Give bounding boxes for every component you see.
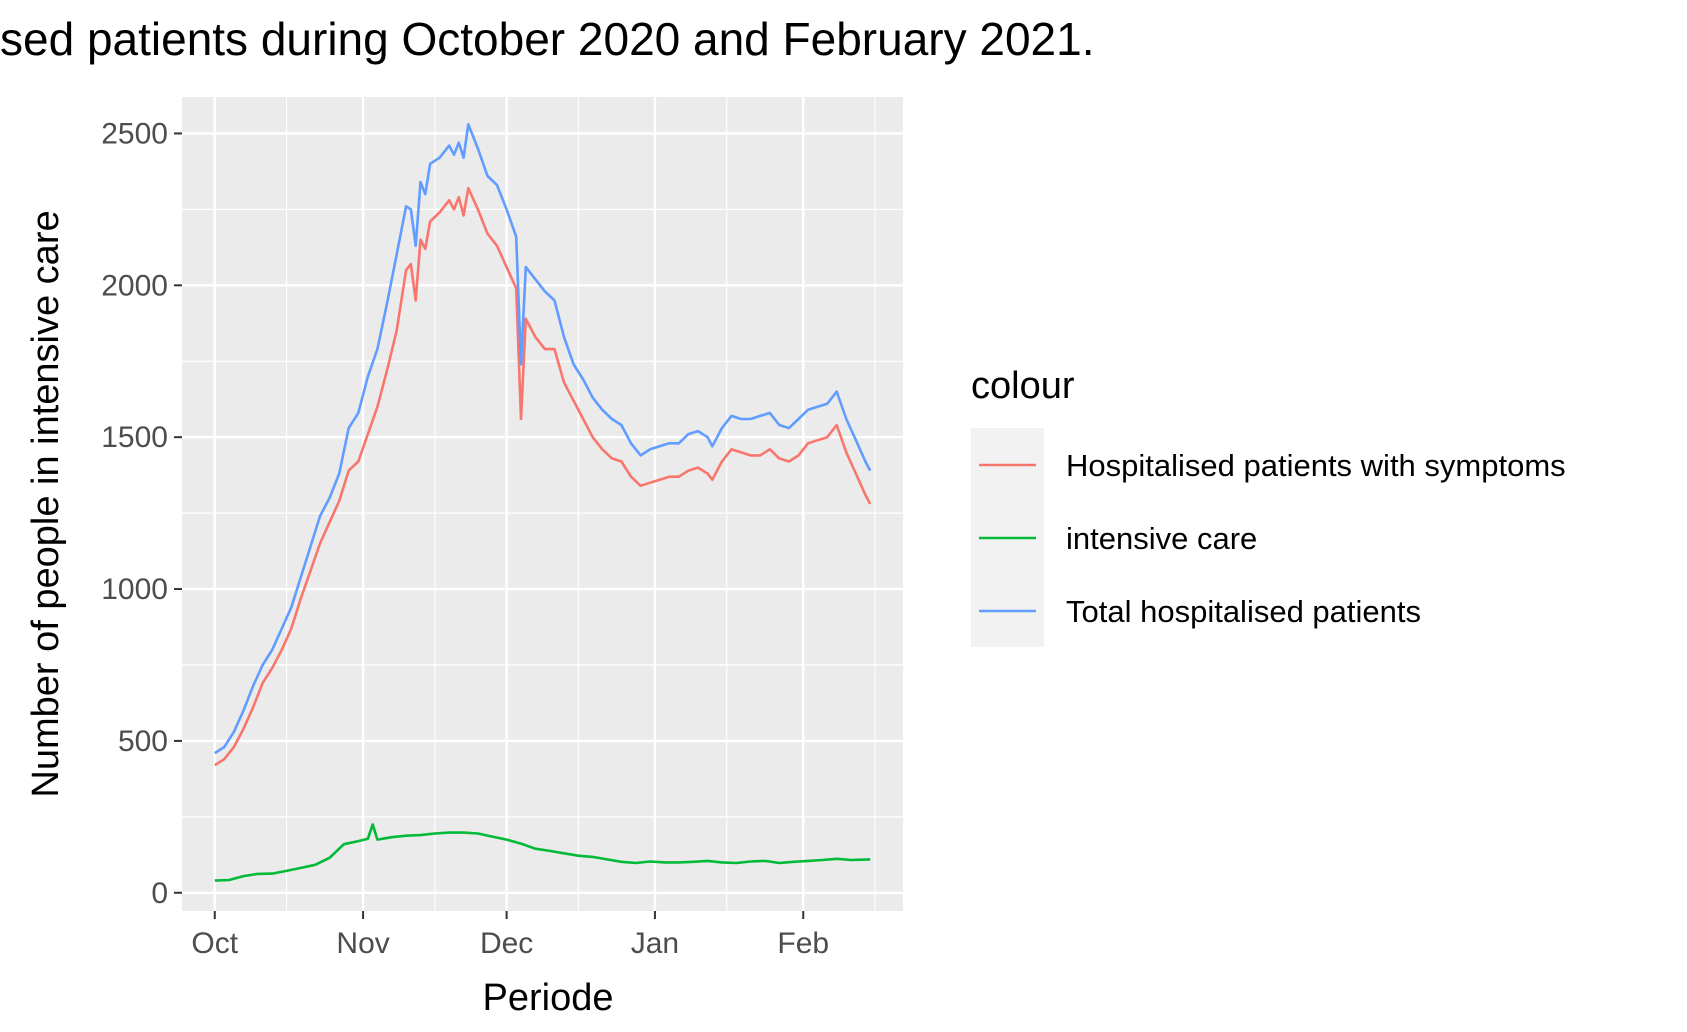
legend-title: colour bbox=[971, 365, 1075, 407]
y-tick-label: 1000 bbox=[101, 573, 168, 606]
plot-panel bbox=[182, 97, 903, 911]
x-axis-title: Periode bbox=[483, 977, 614, 1019]
series-line-1 bbox=[214, 823, 871, 882]
x-tick-label: Nov bbox=[336, 927, 389, 960]
legend-label-1: intensive care bbox=[1066, 521, 1257, 556]
chart-title: sed patients during October 2020 and Feb… bbox=[0, 13, 1095, 65]
x-tick-label: Jan bbox=[631, 927, 679, 960]
grid-major bbox=[182, 97, 903, 911]
x-tick-label: Oct bbox=[191, 927, 238, 960]
y-axis-title: Number of people in intensive care bbox=[25, 210, 67, 797]
series-line-0 bbox=[214, 186, 872, 767]
y-tick-label: 500 bbox=[118, 725, 168, 758]
x-axis: Oct Nov Dec Jan Feb bbox=[191, 911, 829, 960]
series-line-2 bbox=[214, 123, 872, 755]
legend-label-2: Total hospitalised patients bbox=[1066, 594, 1421, 629]
x-tick-label: Dec bbox=[480, 927, 533, 960]
y-tick-label: 2500 bbox=[101, 117, 168, 150]
x-tick-label: Feb bbox=[777, 927, 829, 960]
y-tick-label: 2000 bbox=[101, 269, 168, 302]
legend-label-0: Hospitalised patients with symptoms bbox=[1066, 448, 1566, 483]
y-tick-label: 1500 bbox=[101, 421, 168, 454]
y-tick-label: 0 bbox=[151, 877, 168, 910]
grid-minor bbox=[182, 97, 903, 911]
legend: colour Hospitalised patients with sympto… bbox=[971, 365, 1566, 647]
series-lines bbox=[214, 123, 872, 882]
y-axis: 0 500 1000 1500 2000 2500 bbox=[101, 117, 182, 910]
